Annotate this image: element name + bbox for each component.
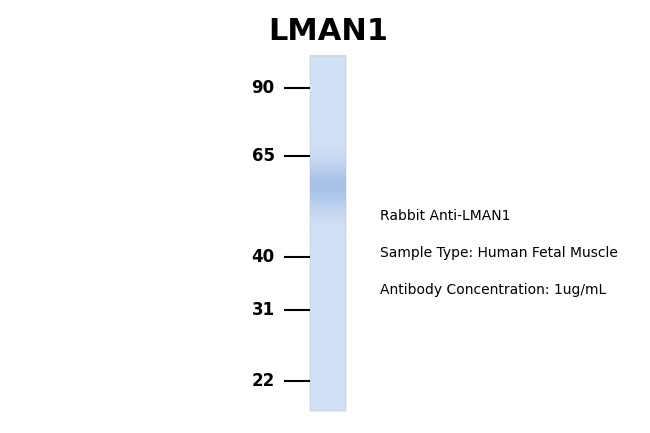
Text: 90: 90	[252, 79, 274, 97]
Text: 65: 65	[252, 147, 274, 165]
Text: 22: 22	[252, 372, 274, 390]
Text: Rabbit Anti-LMAN1: Rabbit Anti-LMAN1	[380, 210, 511, 223]
Text: Sample Type: Human Fetal Muscle: Sample Type: Human Fetal Muscle	[380, 246, 618, 260]
Text: LMAN1: LMAN1	[268, 17, 388, 46]
Text: Antibody Concentration: 1ug/mL: Antibody Concentration: 1ug/mL	[380, 283, 606, 297]
Text: 40: 40	[252, 248, 274, 266]
Bar	[311, 56, 346, 411]
Text: 31: 31	[252, 301, 274, 319]
